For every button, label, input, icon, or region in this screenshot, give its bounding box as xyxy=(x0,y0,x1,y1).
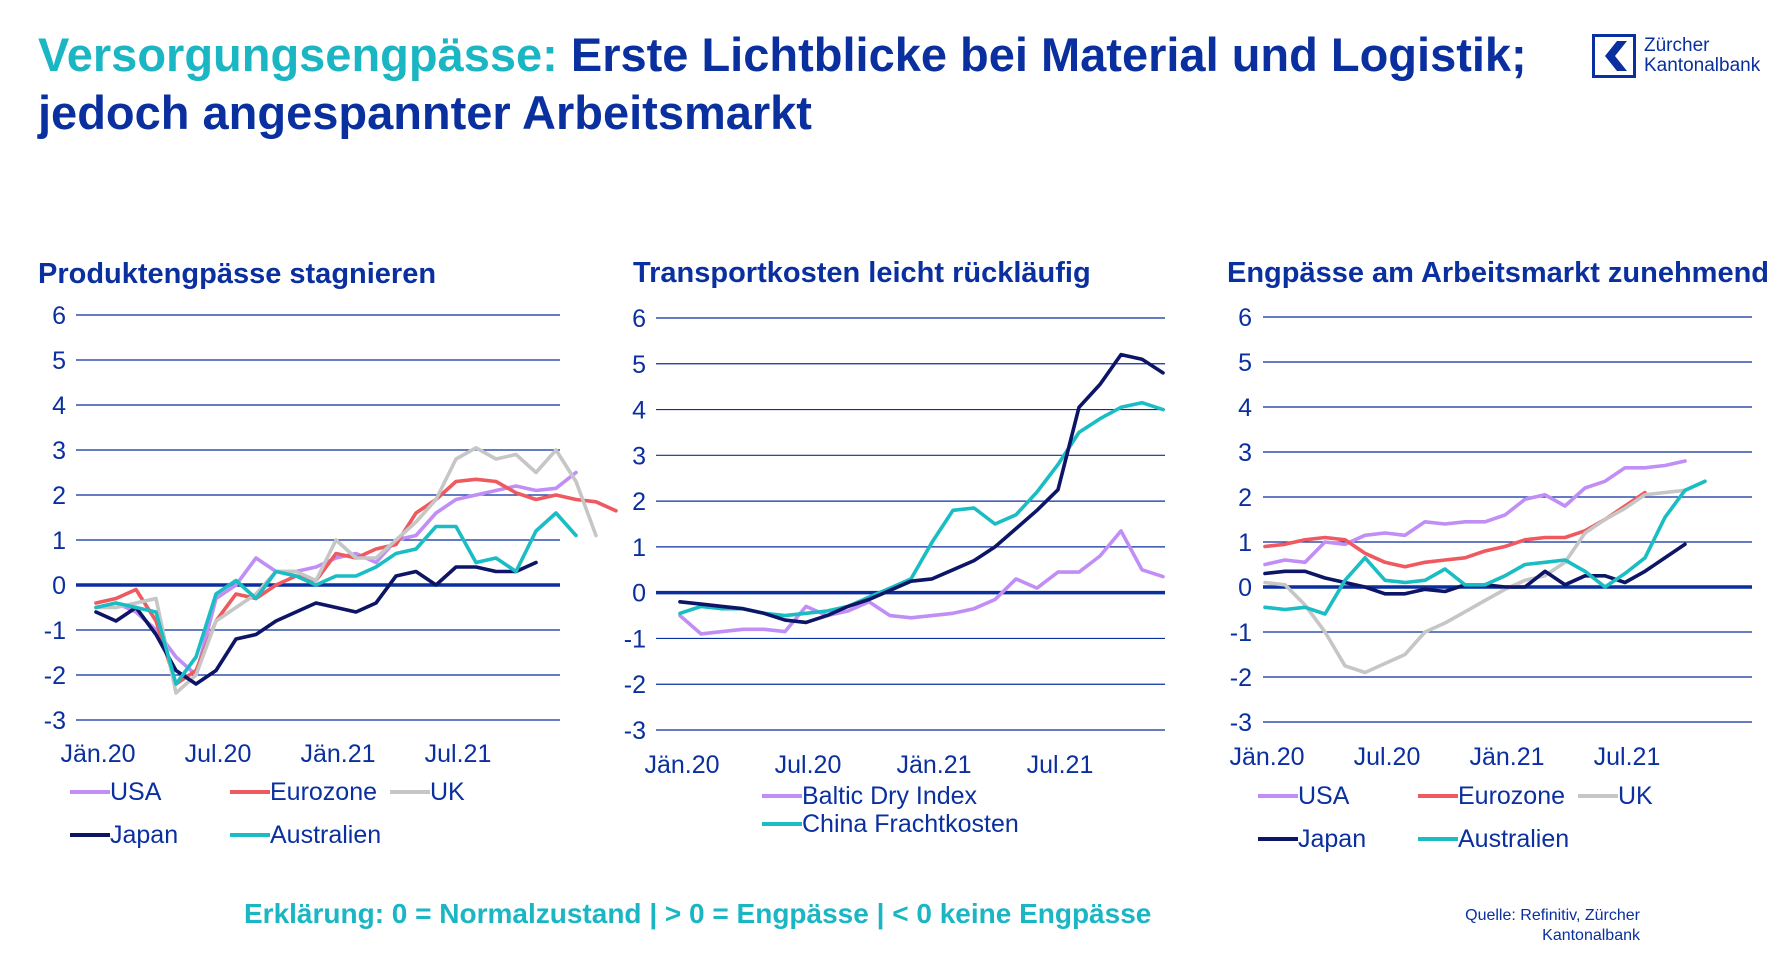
y-tick-label: -1 xyxy=(44,617,66,645)
x-tick-label: Jän.21 xyxy=(1469,743,1544,771)
y-tick-label: 4 xyxy=(1238,394,1252,422)
x-tick-label: Jul.21 xyxy=(425,740,492,768)
legend-label: Australien xyxy=(1458,825,1569,853)
y-tick-label: -3 xyxy=(624,717,646,745)
y-tick-label: 3 xyxy=(52,437,66,465)
chart-title: Transportkosten leicht rückläufig xyxy=(633,257,1091,289)
y-tick-label: 0 xyxy=(632,580,646,608)
y-tick-label: 1 xyxy=(1238,529,1252,557)
source-note: Quelle: Refinitiv, Zürcher Kantonalbank xyxy=(1465,907,1640,944)
y-tick-label: 1 xyxy=(632,534,646,562)
legend-label: Japan xyxy=(1298,825,1366,853)
explanation-note: Erklärung: 0 = Normalzustand | > 0 = Eng… xyxy=(244,898,1152,929)
y-tick-label: -3 xyxy=(1230,709,1252,737)
x-tick-label: Jul.21 xyxy=(1594,743,1661,771)
legend-label: China Frachtkosten xyxy=(802,810,1019,838)
series-line-uk xyxy=(1263,488,1687,675)
y-tick-label: 3 xyxy=(632,442,646,470)
y-tick-label: -1 xyxy=(624,625,646,653)
legend-label: USA xyxy=(110,778,162,806)
zkb-logo-icon xyxy=(1592,34,1636,78)
y-tick-label: 6 xyxy=(1238,304,1252,332)
x-tick-label: Jän.21 xyxy=(896,751,971,779)
chart-panel-2: Transportkosten leicht rückläufig 6 5 4 3 2 1 0… xyxy=(624,257,1165,838)
y-tick-label: -3 xyxy=(44,707,66,735)
series-line-china-frachtkosten xyxy=(678,400,1165,618)
series-line-australien xyxy=(1263,479,1707,616)
logo-line1: Zürcher xyxy=(1644,35,1710,56)
zkb-logo: Zürcher Kantonalbank xyxy=(1592,34,1782,80)
y-tick-label: 1 xyxy=(52,527,66,555)
x-tick-label: Jul.21 xyxy=(1027,751,1094,779)
series-line-uk xyxy=(94,445,598,695)
y-tick-label: 2 xyxy=(52,482,66,510)
logo-line2: Kantonalbank xyxy=(1644,55,1761,76)
y-tick-label: 6 xyxy=(52,302,66,330)
x-tick-label: Jul.20 xyxy=(775,751,842,779)
chart-panel-1: Produktengpässe stagnieren 6 5 4 3 2 1 0 -1 -2 -3 J… xyxy=(38,258,618,849)
y-tick-label: -2 xyxy=(624,671,646,699)
y-tick-label: 5 xyxy=(632,351,646,379)
x-tick-label: Jän.20 xyxy=(1229,743,1304,771)
x-tick-label: Jän.21 xyxy=(300,740,375,768)
legend-label: Eurozone xyxy=(270,778,377,806)
series-line-baltic-dry-index xyxy=(678,529,1165,636)
x-tick-label: Jul.20 xyxy=(185,740,252,768)
logo-text: Zürcher Kantonalbank xyxy=(1644,36,1760,76)
legend-label: Japan xyxy=(110,821,178,849)
y-tick-label: -2 xyxy=(1230,664,1252,692)
y-tick-label: -1 xyxy=(1230,619,1252,647)
page-title: Versorgungsengpässe: Erste Lichtblicke b… xyxy=(38,26,1538,142)
y-tick-label: 3 xyxy=(1238,439,1252,467)
title-line2: jedoch angespannter Arbeitsmarkt xyxy=(38,86,812,139)
series-line-japan xyxy=(678,352,1165,625)
chart-title: Produktengpässe stagnieren xyxy=(38,258,436,290)
chart-title: Engpässe am Arbeitsmarkt zunehmend xyxy=(1227,257,1769,289)
x-tick-label: Jän.20 xyxy=(644,751,719,779)
legend-label: UK xyxy=(1618,782,1653,810)
y-tick-label: 2 xyxy=(632,488,646,516)
y-tick-label: 6 xyxy=(632,305,646,333)
x-tick-label: Jän.20 xyxy=(60,740,135,768)
y-tick-label: -2 xyxy=(44,662,66,690)
y-tick-label: 2 xyxy=(1238,484,1252,512)
title-main: Erste Lichtblicke bei Material und Logis… xyxy=(570,28,1527,81)
y-tick-label: 4 xyxy=(52,392,66,420)
legend-label: Eurozone xyxy=(1458,782,1565,810)
series-line-usa xyxy=(94,470,578,677)
title-accent: Versorgungsengpässe: xyxy=(38,28,558,81)
chart-panel-3: Engpässe am Arbeitsmarkt zunehmend 6 5 4 3 2 1… xyxy=(1227,257,1769,853)
series-line-eurozone xyxy=(1263,490,1647,569)
legend-label: UK xyxy=(430,778,465,806)
y-tick-label: 4 xyxy=(632,397,646,425)
legend-label: Baltic Dry Index xyxy=(802,782,978,810)
y-tick-label: 0 xyxy=(1238,574,1252,602)
y-tick-label: 5 xyxy=(1238,349,1252,377)
legend-label: USA xyxy=(1298,782,1350,810)
y-tick-label: 0 xyxy=(52,572,66,600)
x-tick-label: Jul.20 xyxy=(1354,743,1421,771)
y-tick-label: 5 xyxy=(52,347,66,375)
legend-label: Australien xyxy=(270,821,381,849)
series-line-australien xyxy=(94,511,578,686)
series-line-usa xyxy=(1263,459,1687,567)
